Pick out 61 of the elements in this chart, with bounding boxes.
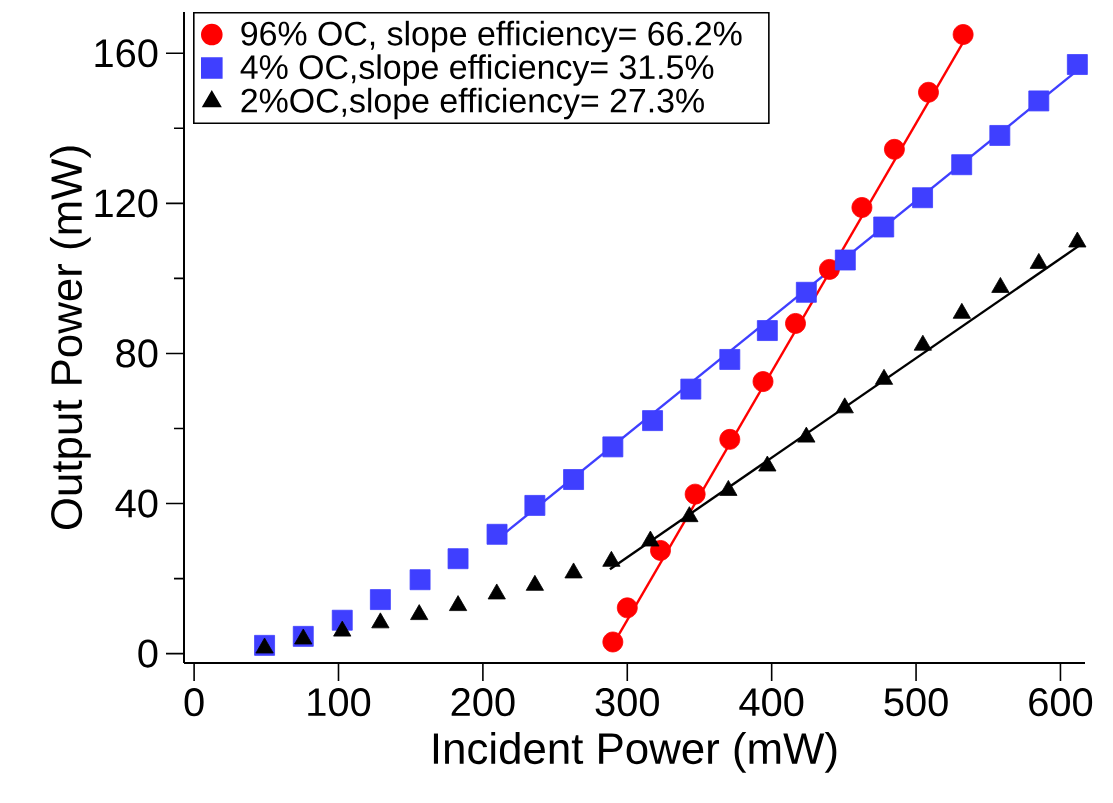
point	[524, 495, 546, 516]
x-tick-label: 400	[739, 688, 804, 717]
point	[1066, 54, 1088, 75]
legend-label: 2%OC,slope efficiency= 27.3%	[241, 87, 704, 120]
point	[719, 428, 741, 450]
y-tick-label: 40	[115, 489, 158, 518]
legend-label: 4% OC,slope efficiency= 31.5%	[240, 54, 714, 86]
point	[369, 589, 391, 610]
point	[797, 426, 816, 443]
y-tick-label: 0	[138, 639, 158, 668]
point	[719, 349, 741, 370]
point	[409, 569, 431, 591]
point	[851, 197, 873, 218]
point	[819, 259, 840, 280]
point	[795, 281, 817, 303]
y-tick-label: 80	[116, 339, 158, 368]
y-axis-title: Output Power (mW)	[49, 146, 91, 530]
point	[642, 410, 663, 432]
point	[752, 371, 774, 392]
point	[835, 397, 854, 414]
point	[989, 125, 1011, 146]
x-tick-label: 200	[451, 688, 515, 717]
point	[616, 597, 638, 619]
x-tick-label: 0	[184, 688, 204, 717]
point	[525, 574, 544, 591]
point	[447, 548, 469, 570]
point	[564, 562, 583, 579]
point	[563, 469, 584, 490]
point	[952, 24, 974, 45]
point	[758, 455, 777, 472]
point	[410, 604, 429, 620]
y-tick-label: 120	[95, 189, 158, 218]
x-tick-label: 100	[308, 688, 371, 717]
point	[333, 620, 352, 637]
x-axis-title: Incident Power (mW)	[433, 731, 837, 773]
point	[756, 320, 778, 341]
x-tick-label: 500	[884, 688, 948, 717]
point	[918, 81, 939, 103]
y-tick-label: 160	[95, 39, 158, 68]
point	[680, 506, 699, 523]
point	[785, 313, 806, 334]
point	[951, 154, 973, 176]
point	[602, 550, 621, 567]
point	[834, 249, 856, 271]
point	[684, 483, 706, 505]
point	[719, 480, 738, 496]
point	[873, 216, 895, 238]
point	[449, 595, 468, 611]
point	[371, 612, 390, 629]
point	[912, 187, 933, 209]
x-tick-label: 600	[1029, 688, 1093, 717]
point	[486, 523, 508, 545]
point	[641, 530, 660, 547]
legend-label: 96% OC, slope efficiency= 66.2%	[241, 20, 742, 53]
point	[1028, 90, 1050, 112]
point	[602, 436, 624, 458]
point	[680, 378, 702, 400]
point	[602, 631, 624, 653]
point	[487, 583, 506, 600]
point	[884, 138, 905, 160]
x-tick-label: 300	[595, 688, 659, 717]
